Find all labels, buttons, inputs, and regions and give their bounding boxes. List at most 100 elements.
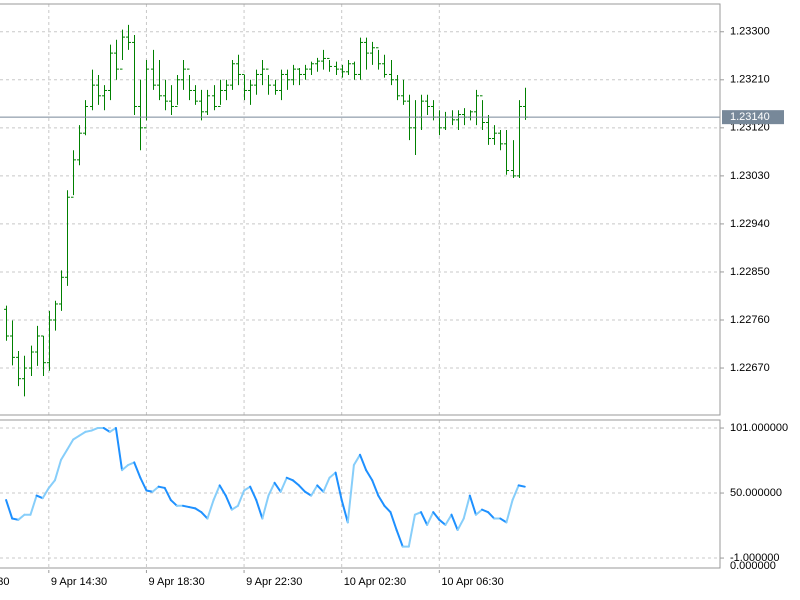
x-tick-label: 10 Apr 02:30 <box>344 576 406 588</box>
indicator-segment <box>169 499 178 507</box>
indicator-segment <box>255 499 264 520</box>
indicator-segment <box>426 511 435 526</box>
indicator-segment <box>236 489 246 507</box>
indicator-segment <box>35 494 44 500</box>
indicator-segment <box>371 479 380 497</box>
indicator-segment <box>389 511 398 532</box>
indicator-segment <box>505 499 514 524</box>
indicator-segment <box>29 494 38 516</box>
price-label: 1.23140 <box>730 111 770 123</box>
indicator-segment <box>17 513 26 521</box>
price-plot <box>0 24 720 397</box>
indicator-segment <box>121 463 130 472</box>
indicator-segment <box>90 427 99 432</box>
indicator-segment <box>182 504 191 509</box>
indicator-segment <box>249 485 258 502</box>
indicator-segment <box>243 485 252 492</box>
x-tick-label: 10 Apr 06:30 <box>441 576 503 588</box>
indicator-segment <box>487 511 496 520</box>
indicator-segment <box>395 529 404 548</box>
indicator-segment <box>468 494 477 516</box>
indicator-segment <box>218 484 227 497</box>
indicator-segment <box>383 504 392 514</box>
y-tick-label: 50.000000 <box>730 487 782 499</box>
indicator-segment <box>163 486 172 502</box>
indicator-segment <box>377 494 386 507</box>
y-tick-label: 1.22940 <box>730 218 770 230</box>
indicator-segment <box>41 486 50 500</box>
indicator-segment <box>517 484 526 488</box>
y-tick-label: 101.000000 <box>730 422 788 434</box>
y-tick-label: 1.23120 <box>730 122 770 134</box>
indicator-segment <box>407 513 416 548</box>
indicator-segment <box>267 481 276 497</box>
indicator-panel-frame <box>0 419 721 569</box>
indicator-segment <box>304 490 313 497</box>
indicator-segment <box>499 517 508 524</box>
indicator-segment <box>133 461 142 479</box>
indicator-segment <box>224 494 233 511</box>
y-tick-label: 1.22850 <box>730 266 770 278</box>
indicator-segment <box>420 511 429 526</box>
indicator-segment <box>72 434 81 441</box>
y-tick-label: 1.22670 <box>730 362 770 374</box>
indicator-segment <box>285 476 294 482</box>
indicator-segment <box>334 471 343 502</box>
indicator-segment <box>444 513 453 526</box>
indicator-segment <box>310 484 319 497</box>
indicator-segment <box>230 504 239 511</box>
indicator-segment <box>66 438 75 451</box>
indicator-scale-min: 0.000000 <box>730 560 776 572</box>
indicator-segment <box>84 429 93 433</box>
indicator-segment <box>462 494 471 520</box>
indicator-segment <box>346 463 355 524</box>
indicator-segment <box>340 499 349 524</box>
indicator-segment <box>206 499 215 520</box>
indicator-segment <box>151 485 160 493</box>
time-axis: 9 Apr 10:30 9 Apr 14:30 9 Apr 18:30 9 Apr 2… <box>0 570 504 588</box>
y-tick-label: 1.23300 <box>730 26 770 38</box>
indicator-segment <box>450 513 459 532</box>
indicator-segment <box>188 506 197 510</box>
y-tick-label: 1.23210 <box>730 74 770 86</box>
indicator-segment <box>200 511 209 520</box>
indicator-segment <box>432 511 441 521</box>
indicator-segment <box>114 427 124 472</box>
indicator-segment <box>212 484 221 502</box>
indicator-grid <box>0 420 720 568</box>
price-grid <box>0 4 720 415</box>
indicator-segment <box>273 481 282 493</box>
indicator-segment <box>194 507 203 514</box>
indicator-segment <box>413 511 423 516</box>
indicator-segment <box>11 517 20 521</box>
x-tick-label: 9 Apr 18:30 <box>148 576 204 588</box>
indicator-segment <box>5 499 14 520</box>
indicator-segment <box>78 430 87 437</box>
indicator-segment <box>145 489 154 493</box>
indicator-segment <box>53 458 63 482</box>
indicator-segment <box>60 448 69 461</box>
price-label-box <box>722 110 784 125</box>
value-axis: 1.23300 1.23210 1.23120 1.23030 1.22940 1.228… <box>720 26 788 564</box>
indicator-segment <box>481 508 490 514</box>
x-tick-label: 9 Apr 22:30 <box>246 576 302 588</box>
indicator-segment <box>139 476 148 492</box>
indicator-segment <box>297 484 307 493</box>
y-tick-label: 1.23030 <box>730 170 770 182</box>
indicator-segment <box>102 427 111 433</box>
indicator-plot <box>5 427 526 548</box>
x-tick-label: 9 Apr 14:30 <box>51 576 107 588</box>
price-panel-frame <box>0 3 721 416</box>
x-tick-label: 9 Apr 10:30 <box>0 576 9 588</box>
indicator-segment <box>456 517 465 532</box>
indicator-segment <box>328 471 337 479</box>
indicator-segment <box>352 453 361 466</box>
indicator-segment <box>47 479 56 489</box>
indicator-segment <box>127 461 136 466</box>
indicator-segment <box>157 485 166 489</box>
indicator-segment <box>474 508 484 516</box>
y-tick-label: 1.22760 <box>730 314 770 326</box>
indicator-segment <box>365 469 374 482</box>
indicator-segment <box>511 484 520 502</box>
